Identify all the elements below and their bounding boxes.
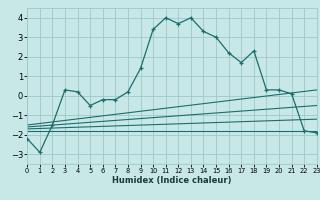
- X-axis label: Humidex (Indice chaleur): Humidex (Indice chaleur): [112, 176, 232, 185]
